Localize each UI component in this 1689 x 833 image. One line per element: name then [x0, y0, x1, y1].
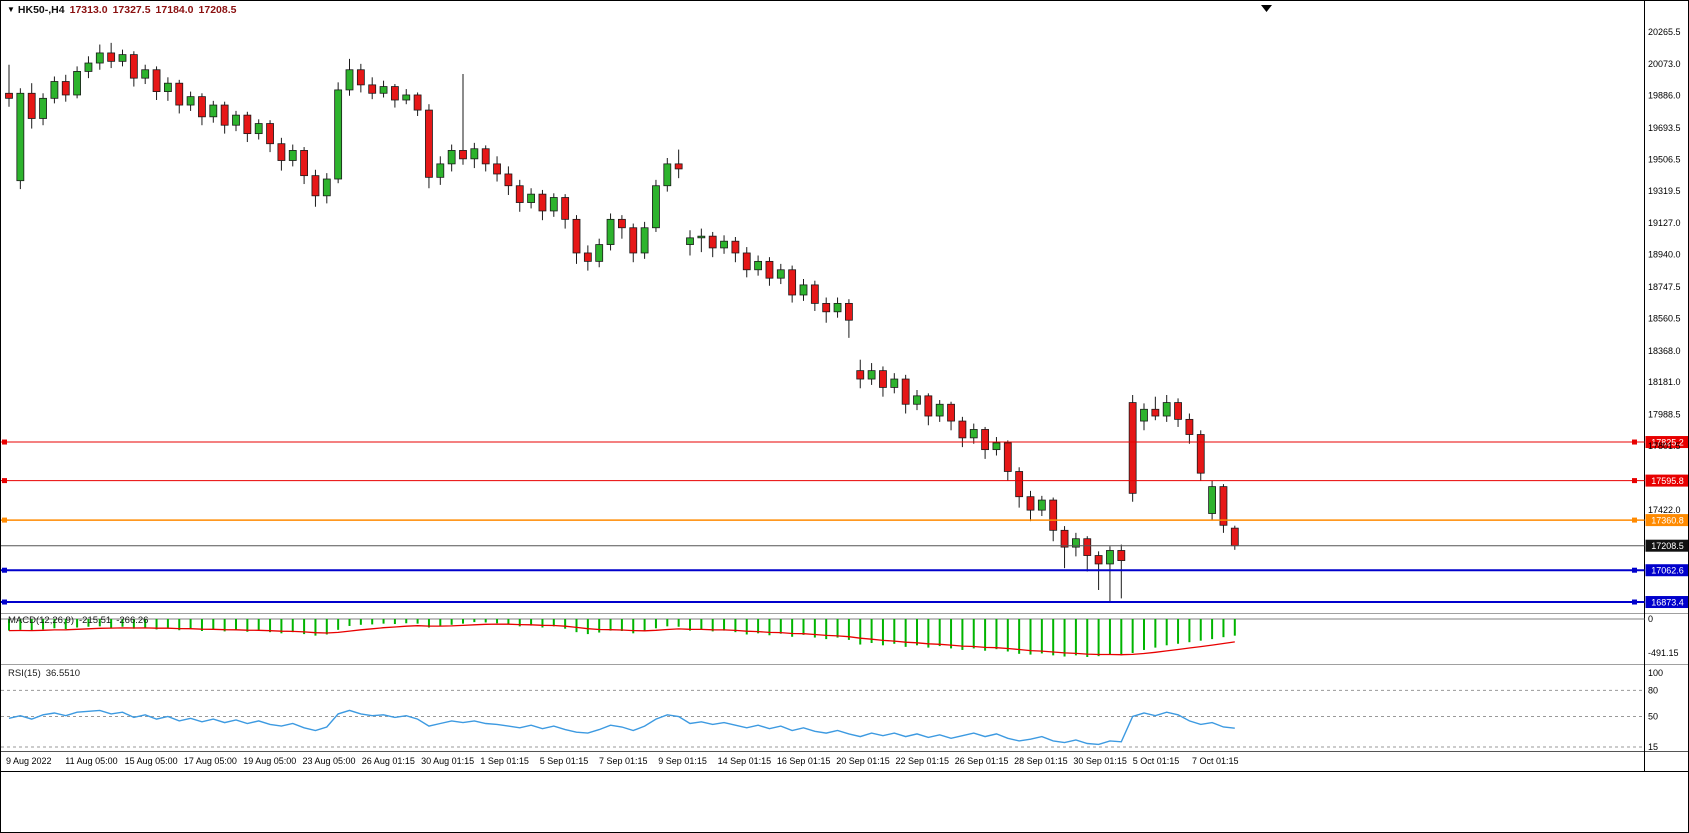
svg-text:30 Sep 01:15: 30 Sep 01:15	[1073, 756, 1127, 766]
svg-text:5 Sep 01:15: 5 Sep 01:15	[540, 756, 589, 766]
svg-text:7 Oct 01:15: 7 Oct 01:15	[1192, 756, 1239, 766]
price-tag	[1645, 539, 1688, 552]
price-tag	[1645, 474, 1688, 487]
svg-text:19506.5: 19506.5	[1648, 154, 1681, 164]
svg-text:19319.5: 19319.5	[1648, 186, 1681, 196]
ohlc-low: 17184.0	[155, 4, 194, 16]
candlestick-series	[5, 42, 1239, 602]
svg-text:26 Aug 01:15: 26 Aug 01:15	[362, 756, 415, 766]
line-handle[interactable]	[1632, 478, 1637, 484]
line-handle[interactable]	[1632, 599, 1637, 605]
svg-text:17360.8: 17360.8	[1651, 516, 1684, 526]
svg-text:14 Sep 01:15: 14 Sep 01:15	[718, 756, 772, 766]
line-handle[interactable]	[2, 439, 7, 445]
macd-signal-line	[8, 623, 1235, 656]
rsi-name: RSI(15)	[8, 668, 41, 679]
svg-text:5 Oct 01:15: 5 Oct 01:15	[1133, 756, 1180, 766]
price-tag	[1645, 514, 1688, 527]
macd-signal-value: -266.26	[116, 615, 149, 626]
svg-text:16 Sep 01:15: 16 Sep 01:15	[777, 756, 831, 766]
svg-text:17801.5: 17801.5	[1648, 441, 1681, 451]
symbol-period-label: HK50-,H4	[17, 4, 65, 16]
svg-text:15: 15	[1648, 742, 1658, 752]
svg-text:7 Sep 01:15: 7 Sep 01:15	[599, 756, 648, 766]
price-axis-labels: 20265.5 20073.0 19886.0 19693.5 19506.5 19319…	[1648, 27, 1681, 515]
svg-text:11 Aug 05:00: 11 Aug 05:00	[65, 756, 117, 766]
line-handle[interactable]	[2, 478, 7, 484]
svg-text:100: 100	[1648, 668, 1663, 678]
svg-text:16873.4: 16873.4	[1651, 598, 1684, 608]
ohlc-open: 17313.0	[69, 4, 108, 16]
svg-text:50: 50	[1648, 712, 1658, 722]
svg-text:19693.5: 19693.5	[1648, 123, 1681, 133]
svg-text:9 Aug 2022: 9 Aug 2022	[6, 756, 52, 766]
svg-text:80: 80	[1648, 685, 1658, 695]
svg-text:19127.0: 19127.0	[1648, 218, 1681, 228]
svg-text:18181.0: 18181.0	[1648, 377, 1681, 387]
svg-text:18368.0: 18368.0	[1648, 346, 1681, 356]
svg-text:20265.5: 20265.5	[1648, 27, 1681, 37]
line-handle[interactable]	[1632, 517, 1637, 523]
macd-main-value: -215.51	[79, 615, 112, 626]
svg-text:17062.6: 17062.6	[1651, 566, 1684, 576]
price-tag	[1645, 596, 1688, 609]
line-handle[interactable]	[2, 599, 7, 605]
line-handle[interactable]	[2, 567, 7, 573]
svg-text:17 Aug 05:00: 17 Aug 05:00	[184, 756, 237, 766]
line-handle[interactable]	[2, 517, 7, 523]
line-handle[interactable]	[1632, 567, 1637, 573]
svg-text:28 Sep 01:15: 28 Sep 01:15	[1014, 756, 1068, 766]
svg-text:30 Aug 01:15: 30 Aug 01:15	[421, 756, 474, 766]
svg-text:18747.5: 18747.5	[1648, 282, 1681, 292]
macd-name: MACD(12,26,9)	[8, 615, 74, 626]
rsi-line	[8, 709, 1235, 746]
svg-text:17988.5: 17988.5	[1648, 410, 1681, 420]
price-levels: 17825.2 17595.8 17360.8 17208.5 17062.6 16873…	[1, 436, 1688, 609]
svg-text:26 Sep 01:15: 26 Sep 01:15	[955, 756, 1009, 766]
svg-text:22 Sep 01:15: 22 Sep 01:15	[896, 756, 950, 766]
svg-text:20073.0: 20073.0	[1648, 59, 1681, 69]
svg-text:1 Sep 01:15: 1 Sep 01:15	[480, 756, 529, 766]
macd-indicator-label: MACD(12,26,9) -215.51 -266.26	[8, 615, 153, 626]
svg-text:19 Aug 05:00: 19 Aug 05:00	[243, 756, 296, 766]
svg-text:18560.5: 18560.5	[1648, 313, 1681, 323]
svg-text:17208.5: 17208.5	[1651, 541, 1684, 551]
price-tag	[1645, 564, 1688, 577]
rsi-panel: 100 80 50 15	[1, 668, 1663, 752]
svg-text:17422.0: 17422.0	[1648, 505, 1681, 515]
symbol-dropdown-icon[interactable]: ▼	[7, 5, 15, 14]
svg-text:18940.0: 18940.0	[1648, 250, 1681, 260]
svg-text:17825.2: 17825.2	[1651, 438, 1684, 448]
svg-text:9 Sep 01:15: 9 Sep 01:15	[658, 756, 707, 766]
time-axis-labels: 9 Aug 2022 11 Aug 05:00 15 Aug 05:00 17 Aug…	[6, 756, 1239, 766]
rsi-value: 36.5510	[45, 668, 81, 679]
chart-info-bar: ▼ HK50-,H4 17313.0 17327.5 17184.0 17208.5	[7, 4, 236, 16]
ohlc-close: 17208.5	[198, 4, 237, 16]
svg-text:0: 0	[1648, 614, 1653, 624]
svg-text:19886.0: 19886.0	[1648, 91, 1681, 101]
line-handle[interactable]	[1632, 439, 1637, 445]
svg-text:23 Aug 05:00: 23 Aug 05:00	[303, 756, 356, 766]
svg-text:17595.8: 17595.8	[1651, 476, 1684, 486]
rsi-indicator-label: RSI(15) 36.5510	[8, 668, 85, 679]
svg-text:-491.15: -491.15	[1648, 648, 1679, 658]
svg-text:20 Sep 01:15: 20 Sep 01:15	[836, 756, 890, 766]
chart-shift-marker-icon	[1261, 5, 1272, 12]
ohlc-high: 17327.5	[112, 4, 151, 16]
svg-text:15 Aug 05:00: 15 Aug 05:00	[125, 756, 178, 766]
price-tag	[1645, 436, 1688, 449]
